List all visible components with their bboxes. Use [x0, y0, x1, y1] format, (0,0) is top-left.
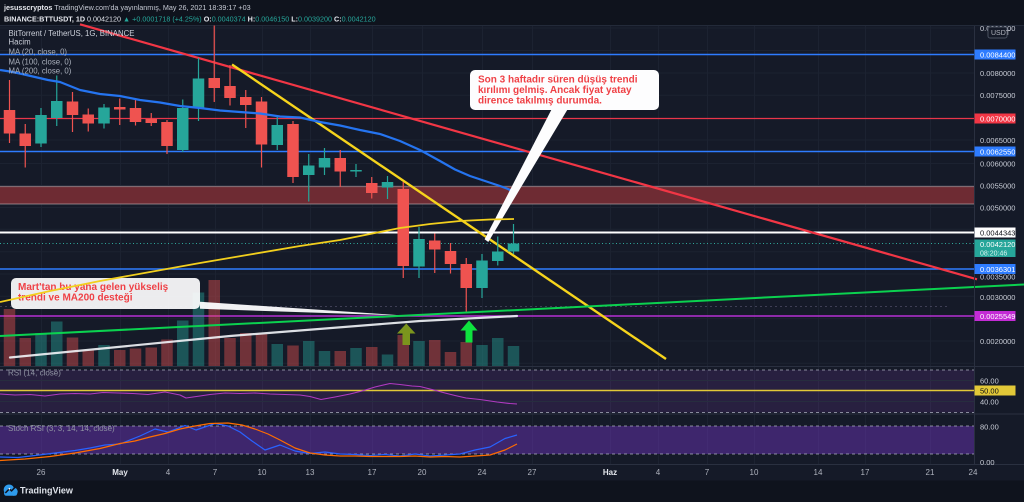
svg-text:24: 24	[969, 468, 978, 477]
svg-text:10: 10	[258, 468, 267, 477]
svg-text:0.0030000: 0.0030000	[980, 293, 1015, 302]
svg-text:40.00: 40.00	[980, 398, 999, 407]
svg-text:0.0065000: 0.0065000	[980, 136, 1015, 145]
svg-text:17: 17	[861, 468, 870, 477]
svg-text:Haz: Haz	[603, 468, 617, 477]
svg-text:dirence takılmış durumda.: dirence takılmış durumda.	[478, 96, 602, 107]
svg-text:0.0035000: 0.0035000	[980, 273, 1015, 282]
svg-text:RSI (14, close): RSI (14, close)	[8, 369, 61, 378]
svg-text:Hacim: Hacim	[9, 38, 31, 47]
svg-text:0.00: 0.00	[980, 458, 995, 467]
svg-text:4: 4	[656, 468, 661, 477]
svg-text:24: 24	[478, 468, 487, 477]
svg-text:0.0062550: 0.0062550	[980, 147, 1015, 156]
svg-text:USDT: USDT	[991, 30, 1011, 37]
svg-text:21: 21	[926, 468, 935, 477]
svg-text:13: 13	[306, 468, 315, 477]
svg-text:26: 26	[37, 468, 46, 477]
svg-text:0.0020000: 0.0020000	[980, 337, 1015, 346]
svg-text:Son 3 haftadır süren düşüş tre: Son 3 haftadır süren düşüş trendi	[478, 75, 638, 86]
svg-text:7: 7	[705, 468, 710, 477]
svg-text:7: 7	[213, 468, 218, 477]
svg-text:MA (100, close, 0): MA (100, close, 0)	[9, 58, 72, 67]
svg-text:MA (200, close, 0): MA (200, close, 0)	[9, 67, 72, 76]
svg-text:17: 17	[368, 468, 377, 477]
svg-text:May: May	[112, 468, 128, 477]
svg-text:0.0070000: 0.0070000	[980, 114, 1015, 123]
svg-text:4: 4	[166, 468, 171, 477]
svg-text:MA (20, close, 0): MA (20, close, 0)	[9, 48, 68, 57]
svg-text:Stoch RSI (3, 3, 14, 14, close: Stoch RSI (3, 3, 14, 14, close)	[8, 424, 115, 433]
svg-text:0.0042120: 0.0042120	[980, 240, 1015, 249]
svg-text:jesusscryptos TradingView.com’: jesusscryptos TradingView.com’da yayınla…	[3, 3, 251, 12]
svg-text:0.0075000: 0.0075000	[980, 91, 1015, 100]
svg-text:20: 20	[418, 468, 427, 477]
svg-text:08:20:46: 08:20:46	[980, 251, 1007, 258]
svg-text:0.0084400: 0.0084400	[980, 50, 1015, 59]
svg-text:0.0055000: 0.0055000	[980, 182, 1015, 191]
svg-text:BINANCE:BTTUSDT, 1D 0.0042120: BINANCE:BTTUSDT, 1D 0.0042120 ▲ +0.00017…	[4, 15, 376, 24]
svg-text:0.0025549: 0.0025549	[980, 312, 1015, 321]
svg-text:14: 14	[814, 468, 823, 477]
svg-text:10: 10	[750, 468, 759, 477]
svg-text:0.0060000: 0.0060000	[980, 160, 1015, 169]
svg-text:0.0050000: 0.0050000	[980, 204, 1015, 213]
svg-text:Mart'tan bu yana gelen yükseli: Mart'tan bu yana gelen yükseliş	[18, 282, 169, 293]
svg-text:kırılımı gelmiş. Ancak fiyat y: kırılımı gelmiş. Ancak fiyat yatay	[478, 85, 632, 96]
svg-text:TradingView: TradingView	[20, 486, 74, 496]
svg-text:0.0080000: 0.0080000	[980, 69, 1015, 78]
svg-text:60.00: 60.00	[980, 377, 999, 386]
svg-text:BitTorrent / TetherUS, 1G, BIN: BitTorrent / TetherUS, 1G, BINANCE	[9, 29, 135, 38]
svg-text:80.00: 80.00	[980, 423, 999, 432]
svg-text:trendi ve MA200 desteği: trendi ve MA200 desteği	[18, 293, 133, 304]
svg-text:27: 27	[528, 468, 537, 477]
svg-text:0.0044343: 0.0044343	[980, 228, 1015, 237]
svg-text:0.0036301: 0.0036301	[980, 265, 1015, 274]
svg-text:50.00: 50.00	[980, 386, 999, 395]
